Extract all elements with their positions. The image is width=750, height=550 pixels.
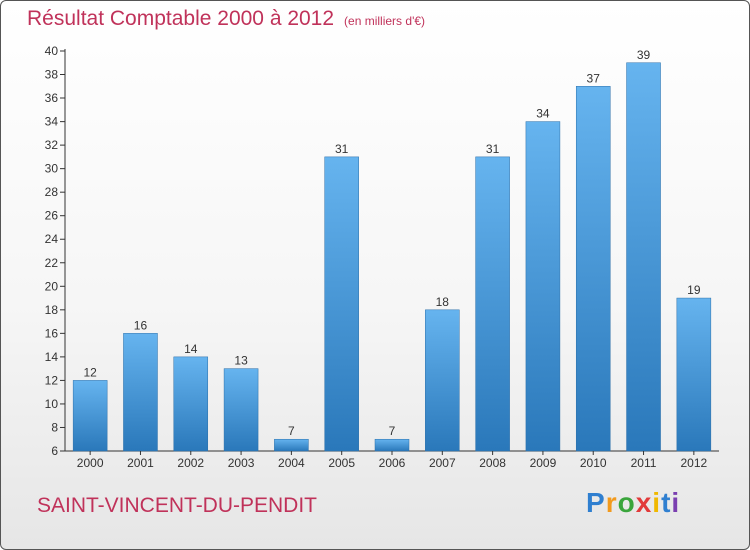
- bar-2011: [626, 62, 661, 452]
- x-tick-label-2002: 2002: [177, 456, 204, 470]
- bar-2004: [274, 438, 309, 452]
- data-label-2002: 14: [184, 342, 198, 356]
- data-label-2009: 34: [536, 107, 550, 121]
- bar-2007: [425, 309, 460, 452]
- x-tick-label-2010: 2010: [580, 456, 607, 470]
- data-label-2001: 16: [134, 318, 148, 332]
- bar-2000: [72, 380, 108, 452]
- y-tick-label: 24: [45, 232, 59, 246]
- x-tick-label-2003: 2003: [228, 456, 255, 470]
- data-label-2007: 18: [436, 295, 450, 309]
- x-tick-label-2006: 2006: [379, 456, 406, 470]
- y-tick-label: 8: [51, 420, 58, 434]
- data-label-2011: 39: [637, 48, 651, 62]
- x-tick-label-2012: 2012: [680, 456, 707, 470]
- data-label-2010: 37: [587, 71, 601, 85]
- chart-title-text: Résultat Comptable 2000 à 2012: [27, 7, 335, 30]
- bar-2006: [374, 438, 410, 452]
- y-tick-label: 40: [45, 44, 59, 58]
- x-tick-label-2001: 2001: [127, 456, 154, 470]
- y-tick-label: 6: [51, 444, 58, 458]
- y-tick-label: 38: [45, 68, 59, 82]
- y-tick-label: 18: [45, 303, 59, 317]
- x-tick-label-2004: 2004: [278, 456, 305, 470]
- bar-2009: [525, 121, 561, 452]
- y-tick-label: 26: [45, 209, 59, 223]
- y-tick-label: 10: [45, 397, 59, 411]
- bar-2002: [173, 356, 209, 452]
- bar-2012: [676, 297, 712, 452]
- chart-unit: (en milliers d'€): [344, 14, 426, 28]
- bar-2003: [223, 368, 259, 452]
- data-label-2003: 13: [234, 354, 248, 368]
- data-label-2006: 7: [389, 424, 396, 438]
- y-tick-label: 22: [45, 256, 59, 270]
- y-tick-label: 20: [45, 279, 59, 293]
- bar-2001: [123, 333, 158, 452]
- data-label-2012: 19: [687, 283, 701, 297]
- chart-title: Résultat Comptable 2000 à 2012 (en millie…: [27, 7, 425, 31]
- y-tick-label: 14: [45, 350, 59, 364]
- commune-name: SAINT-VINCENT-DU-PENDIT: [37, 494, 318, 517]
- x-tick-label-2005: 2005: [328, 456, 355, 470]
- y-tick-label: 34: [45, 115, 59, 129]
- y-tick-label: 16: [45, 326, 59, 340]
- data-label-2004: 7: [288, 424, 295, 438]
- y-tick-label: 12: [45, 373, 59, 387]
- x-tick-label-2007: 2007: [429, 456, 456, 470]
- bar-2008: [475, 156, 510, 452]
- y-tick-label: 28: [45, 185, 59, 199]
- x-tick-label-2011: 2011: [631, 456, 657, 470]
- proxiti-logo: Proxiti: [586, 487, 681, 518]
- x-tick-label-2009: 2009: [530, 456, 557, 470]
- x-tick-label-2000: 2000: [77, 456, 104, 470]
- data-label-2008: 31: [486, 142, 500, 156]
- y-tick-label: 32: [45, 138, 59, 152]
- bar-2010: [575, 86, 611, 452]
- data-label-2005: 31: [335, 142, 349, 156]
- y-tick-label: 36: [45, 91, 59, 105]
- data-label-2000: 12: [83, 365, 97, 379]
- y-tick-label: 30: [45, 162, 59, 176]
- bar-2005: [324, 156, 359, 452]
- x-tick-label-2008: 2008: [479, 456, 506, 470]
